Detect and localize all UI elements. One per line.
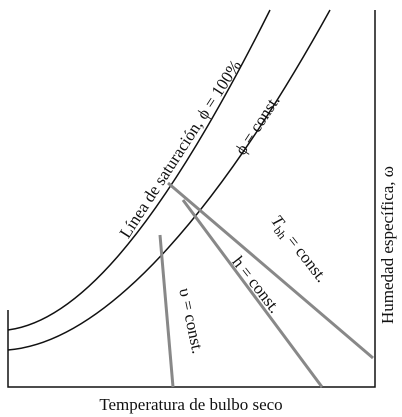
tbh-rest: = const.: [281, 228, 332, 286]
h-const-line: [181, 199, 324, 388]
tbh-const-line: [167, 181, 374, 360]
frame: [7, 10, 376, 388]
x-axis-label: Temperatura de bulbo seco: [99, 395, 282, 414]
h-const-label: h = const.: [228, 252, 284, 316]
v-const-line: [158, 234, 175, 388]
phi-const-curve: [7, 9, 331, 351]
phi-const-label: ϕ = const.: [231, 92, 284, 159]
saturation-curve: [7, 9, 271, 331]
v-const-label: υ = const.: [175, 286, 207, 355]
y-axis-label: Humedad específica, ω: [378, 166, 397, 324]
tbh-const-label: Tbh = const.: [265, 211, 331, 287]
saturation-label: Línea de saturación, ϕ = 100%: [116, 56, 245, 241]
